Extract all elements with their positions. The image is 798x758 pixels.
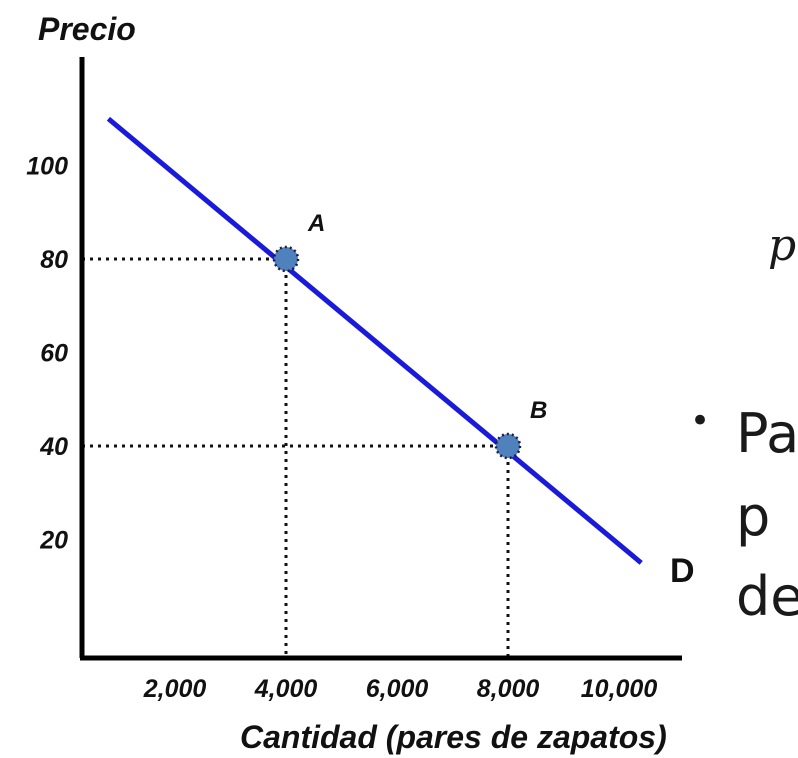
point-label-a: A [307, 210, 325, 237]
x-tick-label: 6,000 [366, 675, 429, 703]
slide-text-line-1: Pa [736, 402, 798, 465]
demand-series [106, 116, 643, 565]
slide-bullet: • [690, 401, 710, 441]
y-tick-label: 100 [26, 153, 68, 181]
point-label-b: B [530, 397, 547, 424]
point-b [494, 432, 522, 460]
slide-formula-fragment: p [768, 220, 796, 271]
y-axis-title: Precio [38, 11, 136, 47]
x-tick-label: 8,000 [477, 675, 540, 703]
x-tick-labels: 2,000 4,000 6,000 8,000 10,000 [143, 675, 658, 703]
y-tick-labels: 20 40 60 80 100 [26, 153, 68, 555]
y-tick-label: 20 [39, 527, 68, 555]
data-points: AB [272, 210, 547, 460]
demand-curve-label: D [670, 552, 695, 590]
y-tick-label: 80 [40, 246, 68, 274]
axes [79, 57, 682, 661]
slide-text-line-2: p [736, 485, 770, 548]
x-axis-title: Cantidad (pares de zapatos) [240, 719, 667, 755]
y-tick-label: 60 [40, 340, 68, 368]
x-tick-label: 4,000 [254, 675, 318, 703]
slide-text-line-3: de [736, 565, 798, 628]
reference-lines [82, 257, 510, 658]
demand-line [106, 116, 643, 565]
point-a [272, 245, 300, 273]
x-tick-label: 2,000 [143, 675, 207, 703]
y-tick-label: 40 [39, 433, 68, 461]
x-tick-label: 10,000 [581, 675, 658, 703]
